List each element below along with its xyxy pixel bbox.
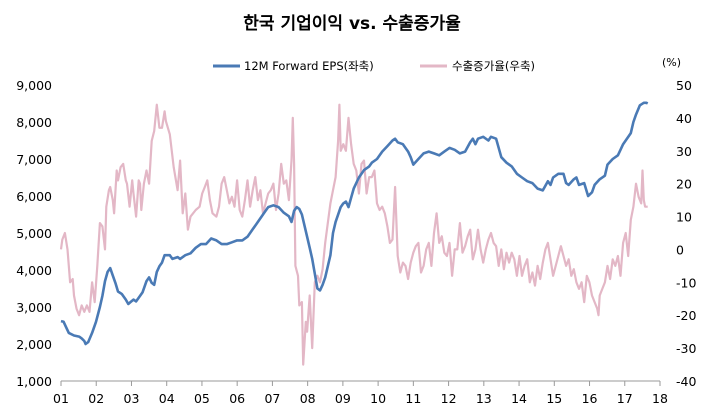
chart-title: 한국 기업이익 vs. 수출증가율 bbox=[243, 14, 461, 34]
x-axis-tick-label: 14 bbox=[511, 391, 527, 406]
left-axis-tick-label: 4,000 bbox=[16, 263, 52, 278]
right-axis-tick-label: -20 bbox=[676, 308, 696, 323]
right-axis-tick-label: -30 bbox=[676, 341, 696, 356]
right-axis-tick-label: 20 bbox=[676, 177, 692, 192]
legend-label-eps: 12M Forward EPS(좌축) bbox=[244, 59, 374, 73]
right-axis-tick-label: 0 bbox=[676, 242, 684, 257]
legend-label-export: 수출증가율(우축) bbox=[452, 59, 535, 73]
right-axis-unit: (%) bbox=[662, 56, 681, 69]
right-axis-tick-label: 30 bbox=[676, 144, 692, 159]
x-axis-tick-label: 09 bbox=[335, 391, 351, 406]
x-axis-tick-label: 05 bbox=[194, 391, 210, 406]
x-axis-tick-label: 12 bbox=[441, 391, 457, 406]
series-line-export-growth bbox=[59, 103, 648, 366]
x-axis-tick-label: 15 bbox=[546, 391, 562, 406]
x-axis-tick-label: 13 bbox=[476, 391, 492, 406]
x-axis-tick-label: 03 bbox=[124, 391, 140, 406]
left-axis-tick-label: 3,000 bbox=[16, 300, 52, 315]
x-axis-tick-label: 16 bbox=[582, 391, 598, 406]
x-axis-tick-label: 07 bbox=[264, 391, 280, 406]
x-axis-tick-label: 08 bbox=[300, 391, 316, 406]
left-axis-tick-label: 8,000 bbox=[16, 115, 52, 130]
series-line-forward-eps bbox=[60, 101, 649, 346]
left-axis-tick-label: 5,000 bbox=[16, 226, 52, 241]
x-axis-tick-label: 10 bbox=[370, 391, 386, 406]
left-axis-tick-label: 7,000 bbox=[16, 152, 52, 167]
left-axis-ticks: 1,000 2,000 3,000 4,000 5,000 6,000 7,000 8,000… bbox=[16, 78, 52, 389]
x-axis-tick-label: 02 bbox=[88, 391, 104, 406]
x-axis-tick-label: 04 bbox=[159, 391, 175, 406]
right-axis-tick-label: -40 bbox=[676, 374, 696, 389]
x-axis-tick-label: 11 bbox=[405, 391, 421, 406]
right-axis-ticks: -40 -30 -20 -10 0 10 20 30 40 50 bbox=[676, 78, 696, 389]
x-axis-tick-label: 01 bbox=[53, 391, 69, 406]
left-axis-tick-label: 9,000 bbox=[16, 78, 52, 93]
x-axis-tick-label: 17 bbox=[617, 391, 633, 406]
right-axis-tick-label: 50 bbox=[676, 78, 692, 93]
left-axis-tick-label: 6,000 bbox=[16, 189, 52, 204]
left-axis-tick-label: 1,000 bbox=[16, 374, 52, 389]
x-axis-ticks: 01 02 03 04 05 06 07 08 09 10 11 12 13 14 15 16 17 18 bbox=[53, 381, 668, 406]
legend: 12M Forward EPS(좌축) 수출증가율(우축) bbox=[213, 59, 535, 73]
right-axis-tick-label: 10 bbox=[676, 210, 692, 225]
x-axis-tick-label: 06 bbox=[229, 391, 245, 406]
right-axis-tick-label: -10 bbox=[676, 275, 696, 290]
x-axis-tick-label: 18 bbox=[652, 391, 668, 406]
right-axis-tick-label: 40 bbox=[676, 111, 692, 126]
left-axis-tick-label: 2,000 bbox=[16, 337, 52, 352]
